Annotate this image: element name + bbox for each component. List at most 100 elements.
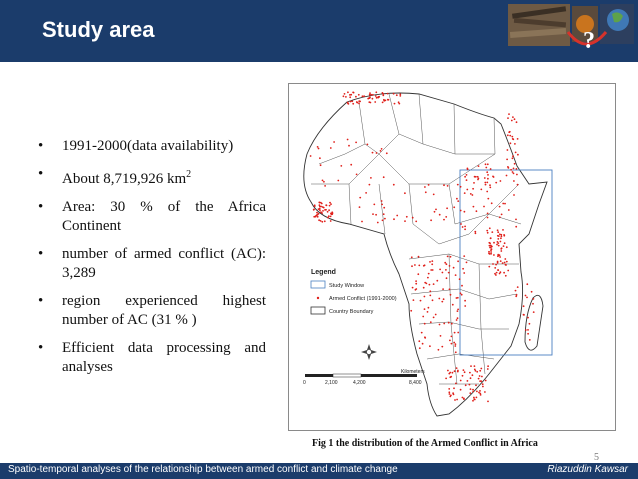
conflict-dot — [382, 94, 385, 97]
conflict-dot — [505, 260, 508, 263]
conflict-dot — [449, 293, 452, 296]
scale-segment — [361, 374, 417, 377]
conflict-dot — [502, 202, 505, 205]
conflict-dot — [475, 384, 477, 387]
conflict-dot — [456, 197, 458, 200]
scale-segment — [305, 374, 333, 377]
conflict-dot — [327, 216, 329, 219]
conflict-dot — [503, 234, 506, 237]
conflict-dot — [461, 284, 463, 287]
conflict-dot — [370, 93, 373, 96]
conflict-dot — [506, 149, 509, 151]
conflict-dot — [473, 368, 476, 371]
conflict-dot — [481, 383, 484, 386]
conflict-dot — [431, 269, 434, 271]
conflict-dot — [331, 211, 334, 214]
conflict-dot — [438, 323, 441, 326]
conflict-dot — [473, 365, 476, 367]
conflict-dot — [393, 102, 396, 105]
conflict-dot — [526, 283, 529, 286]
conflict-dot — [528, 322, 531, 325]
legend-swatch-conflict — [316, 296, 320, 300]
conflict-dot — [490, 202, 493, 205]
conflict-dot — [450, 335, 453, 338]
conflict-dot — [459, 185, 462, 188]
conflict-dot — [329, 147, 332, 149]
globe-land — [612, 12, 623, 23]
conflict-dot — [445, 216, 448, 218]
conflict-dot — [386, 98, 389, 101]
study-window — [459, 169, 553, 356]
conflict-dot — [323, 180, 325, 183]
conflict-dot — [513, 194, 515, 196]
bullet-dot: • — [38, 246, 44, 262]
conflict-dot — [472, 399, 474, 402]
conflict-dot — [424, 186, 426, 188]
conflict-dot — [346, 138, 349, 141]
conflict-dot — [495, 271, 498, 274]
conflict-dot — [482, 385, 484, 388]
conflict-dot — [500, 250, 503, 252]
conflict-dot — [385, 152, 388, 155]
conflict-dot — [488, 250, 490, 253]
conflict-dot — [434, 313, 437, 316]
conflict-dot — [445, 263, 448, 266]
conflict-dot — [464, 225, 466, 228]
conflict-dot — [384, 217, 386, 220]
conflict-dot — [396, 214, 399, 217]
conflict-dot — [453, 206, 456, 209]
conflict-dot — [486, 368, 489, 370]
conflict-dot — [483, 177, 486, 179]
conflict-dot — [507, 167, 510, 169]
conflict-dot — [397, 101, 400, 104]
conflict-dot — [447, 369, 449, 372]
conflict-dot — [494, 267, 497, 269]
conflict-dot — [424, 191, 427, 194]
scale-segment — [332, 373, 362, 378]
conflict-dot — [431, 260, 434, 262]
conflict-dot — [457, 331, 460, 334]
conflict-dot — [358, 206, 361, 208]
conflict-dot — [399, 95, 402, 97]
conflict-dot — [456, 183, 459, 186]
conflict-dot — [342, 95, 345, 98]
conflict-dot — [381, 203, 383, 206]
conflict-dot — [432, 193, 435, 196]
conflict-dot — [487, 174, 489, 176]
conflict-dot — [460, 223, 462, 225]
connector-arc — [566, 31, 608, 46]
conflict-dot — [470, 365, 472, 367]
conflict-dot — [351, 100, 354, 103]
conflict-dot — [488, 265, 491, 268]
conflict-dot — [499, 260, 502, 262]
fire-photo-detail — [576, 15, 594, 33]
conflict-dot — [318, 204, 321, 207]
conflict-dot — [449, 371, 452, 374]
conflict-dot — [477, 377, 480, 380]
conflict-dot — [418, 340, 421, 343]
conflict-dot — [438, 213, 441, 216]
conflict-dot — [496, 241, 499, 243]
conflict-dot — [369, 101, 372, 104]
conflict-dot — [431, 263, 434, 266]
conflict-dot — [454, 399, 456, 401]
conflict-dot — [376, 221, 379, 224]
conflict-dot — [512, 167, 515, 170]
conflict-dot — [422, 286, 425, 289]
conflict-dot — [450, 394, 452, 397]
conflict-dot — [456, 317, 459, 320]
conflict-dot — [357, 93, 360, 96]
conflict-dot — [423, 295, 426, 298]
conflict-dot — [473, 398, 476, 401]
map-canvas: Legend Study Window Armed Conflict (1991… — [303, 91, 553, 417]
bullet-item: • number of armed conflict (AC): 3,289 — [38, 245, 266, 283]
conflict-dot — [461, 396, 464, 399]
conflict-dot — [476, 370, 479, 373]
conflict-dot — [516, 138, 519, 140]
conflict-dot — [515, 121, 518, 124]
conflict-dot — [484, 163, 487, 166]
conflict-dot — [507, 209, 510, 211]
conflict-dot — [422, 315, 425, 318]
conflict-dot — [474, 230, 477, 233]
conflict-dot — [455, 382, 457, 385]
